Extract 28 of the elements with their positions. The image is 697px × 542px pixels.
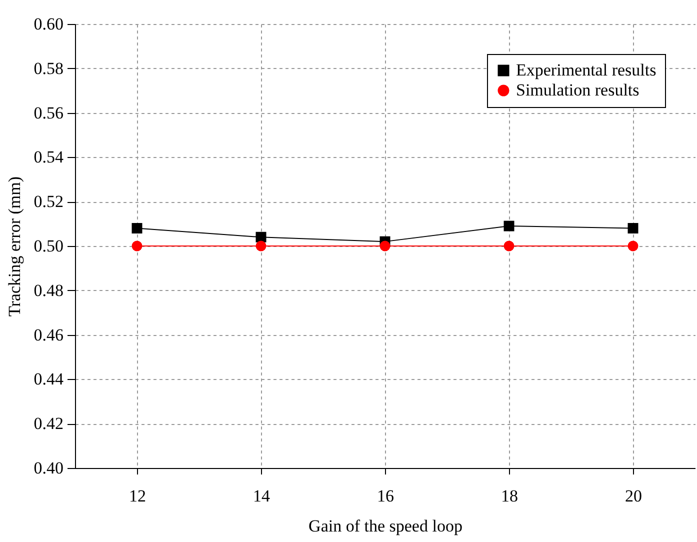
y-tick-label: 0.46	[34, 325, 64, 344]
y-tick-label: 0.48	[34, 280, 64, 300]
point	[132, 222, 142, 234]
point	[380, 240, 390, 252]
y-tick-label: 0.58	[34, 58, 64, 78]
point	[132, 240, 142, 252]
y-tick-label: 0.54	[34, 148, 64, 167]
point	[256, 240, 266, 252]
y-tick-label: 0.44	[34, 370, 64, 389]
point	[628, 240, 638, 252]
y-tick-label: 0.50	[34, 236, 64, 256]
x-axis-title: Gain of the speed loop	[308, 516, 462, 536]
y-tick-label: 0.40	[34, 458, 64, 478]
point	[504, 240, 514, 252]
y-tick-label: 0.60	[34, 14, 64, 34]
y-tick-label: 0.52	[34, 192, 64, 212]
x-tick-label: 20	[625, 486, 642, 506]
x-tick-label: 12	[129, 486, 146, 506]
x-tick-label: 16	[377, 486, 394, 506]
x-tick-label: 18	[501, 486, 518, 506]
y-axis-title: Tracking error (mm)	[4, 176, 24, 317]
legend-label: Experimental results	[516, 60, 656, 80]
legend-label: Simulation results	[516, 80, 640, 100]
point	[504, 220, 514, 232]
y-tick-label: 0.56	[34, 103, 64, 122]
point	[628, 222, 638, 234]
x-tick-label: 14	[253, 486, 270, 506]
y-tick-label: 0.42	[34, 414, 64, 434]
